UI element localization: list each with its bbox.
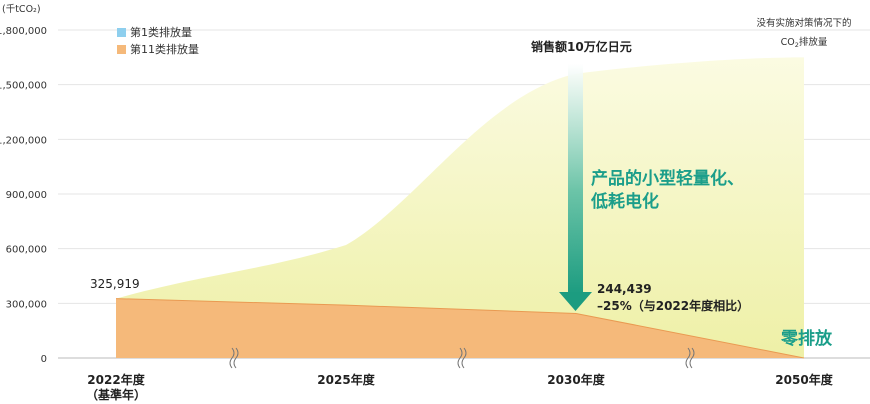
x-category-label: 2030年度 xyxy=(547,372,605,387)
x-category-sublabel: （基準年） xyxy=(86,387,146,402)
y-axis-unit: (千tCO₂) xyxy=(2,4,41,15)
x-axis-categories: 2022年度 2025年度 2030年度 2050年度 xyxy=(87,372,833,387)
reduction-arrow xyxy=(559,64,592,311)
start-value-label: 325,919 xyxy=(90,277,140,291)
bau-label-line2: CO2排放量 xyxy=(781,36,828,49)
bau-area xyxy=(116,57,804,358)
y-tick-label: 0 xyxy=(41,354,47,365)
axis-break-marks xyxy=(229,347,695,369)
pct-2030-label: –25%（与2022年度相比） xyxy=(597,298,749,313)
y-tick-label: 1,800,000 xyxy=(0,26,47,37)
y-tick-label: 1,500,000 xyxy=(0,81,47,92)
legend-label-cat11: 第11类排放量 xyxy=(130,42,199,56)
value-2030-label: 244,439 xyxy=(597,282,652,296)
sales-label: 销售额10万亿日元 xyxy=(531,39,632,54)
y-axis-ticks: 1,800,000 1,500,000 1,200,000 900,000 600,00… xyxy=(0,26,47,365)
series-cat11-line xyxy=(115,298,805,359)
legend-swatch-cat11 xyxy=(117,45,126,54)
y-tick-label: 900,000 xyxy=(6,190,47,201)
legend-label-cat1: 第1类排放量 xyxy=(130,25,192,39)
x-category-label: 2025年度 xyxy=(317,372,375,387)
y-tick-label: 600,000 xyxy=(6,245,47,256)
series-cat11-area xyxy=(116,298,804,358)
x-category-label: 2050年度 xyxy=(775,372,833,387)
reduction-text-line1: 产品的小型轻量化、 xyxy=(591,168,744,189)
y-tick-label: 1,200,000 xyxy=(0,135,47,146)
x-category-label: 2022年度 xyxy=(87,372,145,387)
zero-emission-label: 零排放 xyxy=(780,328,833,349)
bau-label-line1: 没有实施对策情况下的 xyxy=(756,17,851,29)
legend-swatch-cat1 xyxy=(117,28,126,37)
y-tick-label: 300,000 xyxy=(6,299,47,310)
reduction-text-line2: 低耗电化 xyxy=(590,191,659,212)
